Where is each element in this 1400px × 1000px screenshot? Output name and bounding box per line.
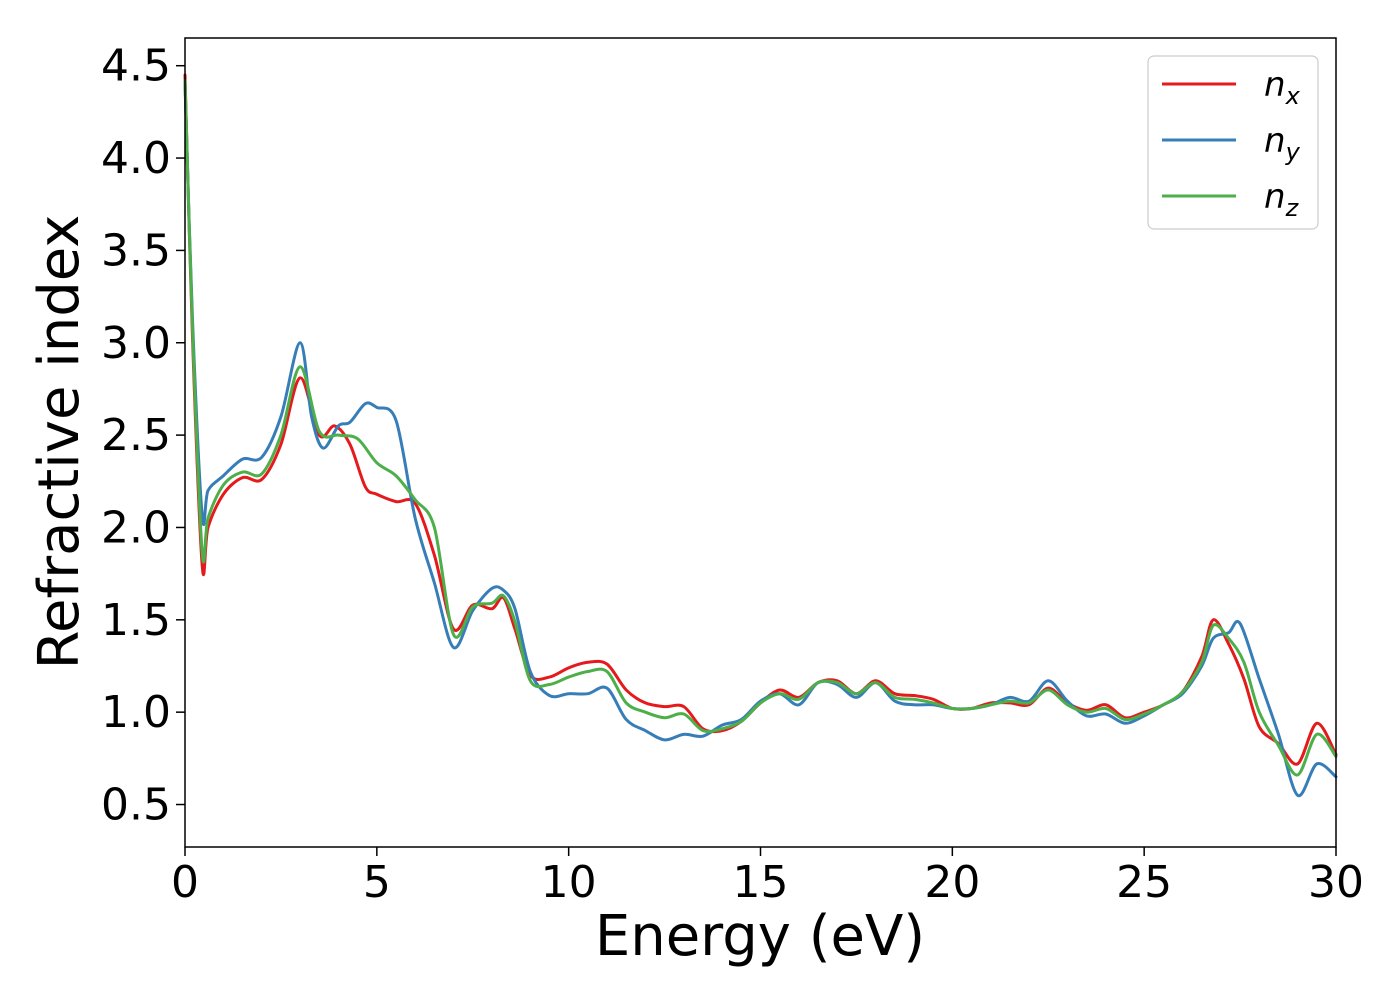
y-tick-label: 4.5: [101, 41, 171, 92]
x-tick-label: 10: [541, 857, 597, 908]
x-tick-label: 0: [171, 857, 199, 908]
legend-label-nx: nx: [1264, 65, 1301, 110]
y-tick-label: 2.5: [101, 410, 171, 461]
series-line-nz: [183, 78, 1338, 777]
y-tick-label: 4.0: [101, 133, 171, 184]
y-axis-ticks: 0.5 1.0 1.5 2.0 2.5 3.0 3.5 4.0 4.5: [101, 41, 185, 831]
x-tick-label: 20: [924, 857, 980, 908]
y-axis-label: Refractive index: [27, 215, 92, 670]
x-axis-label: Energy (eV): [595, 904, 925, 969]
series-lines: [183, 73, 1338, 797]
legend-label-nz: nz: [1264, 177, 1300, 222]
y-tick-label: 0.5: [101, 780, 171, 831]
x-axis-ticks: 0 5 10 15 20 25 30: [171, 847, 1364, 908]
x-tick-label: 5: [363, 857, 391, 908]
y-tick-label: 1.5: [101, 595, 171, 646]
y-tick-label: 2.0: [101, 502, 171, 553]
legend-label-ny: ny: [1264, 121, 1301, 166]
y-tick-label: 3.0: [101, 318, 171, 369]
y-tick-label: 3.5: [101, 225, 171, 276]
x-tick-label: 25: [1116, 857, 1172, 908]
x-tick-label: 30: [1308, 857, 1364, 908]
series-line-ny: [183, 82, 1338, 797]
y-tick-label: 1.0: [101, 687, 171, 738]
legend: nx ny nz: [1147, 55, 1319, 230]
x-tick-label: 15: [733, 857, 789, 908]
legend-box: [1147, 55, 1319, 230]
